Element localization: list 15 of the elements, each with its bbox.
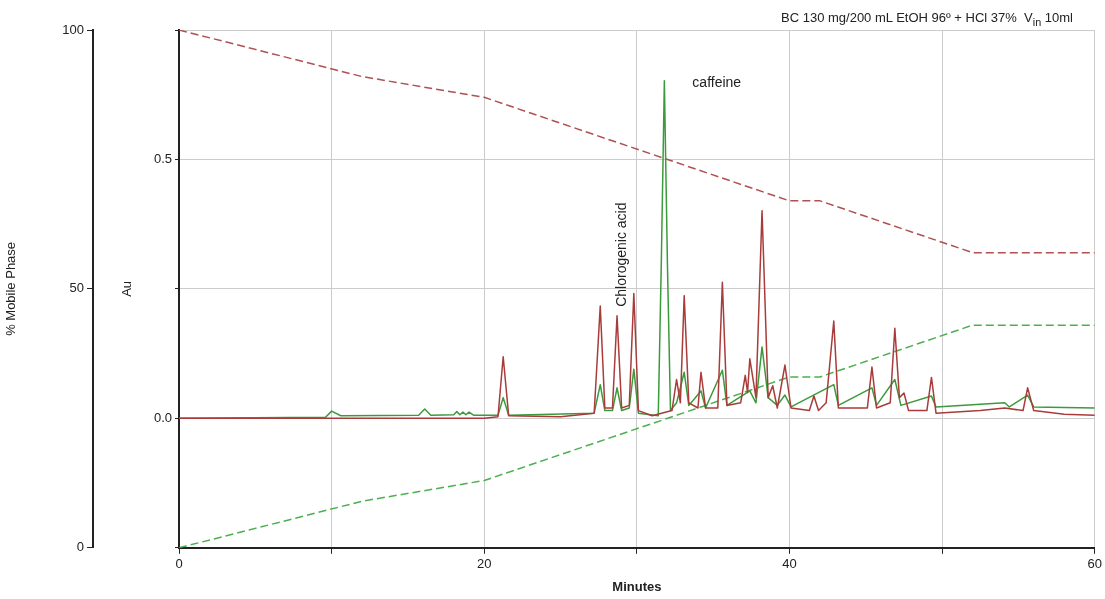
y2-tick-label: 100 xyxy=(62,21,84,37)
y2-axis-title: % Mobile Phase xyxy=(3,241,19,336)
y-tick-label: 0.0 xyxy=(153,409,172,425)
y2-tick-label: 50 xyxy=(69,280,84,296)
x-axis-title: Minutes xyxy=(612,578,662,594)
x-tick-label: 0 xyxy=(175,556,183,572)
annotation: caffeine xyxy=(692,73,742,90)
y-tick-label: 0.5 xyxy=(153,151,172,167)
annotation: Chlorogenic acid xyxy=(612,202,629,307)
y2-tick-label: 0 xyxy=(76,539,84,555)
y-axis-title: Au xyxy=(118,280,134,297)
x-tick-label: 20 xyxy=(477,556,492,572)
chart-title: BC 130 mg/200 mL EtOH 96º + HCl 37% V$_{in}$ 10ml xyxy=(781,10,1073,28)
x-tick-label: 60 xyxy=(1087,556,1102,572)
x-tick-label: 40 xyxy=(782,556,797,572)
